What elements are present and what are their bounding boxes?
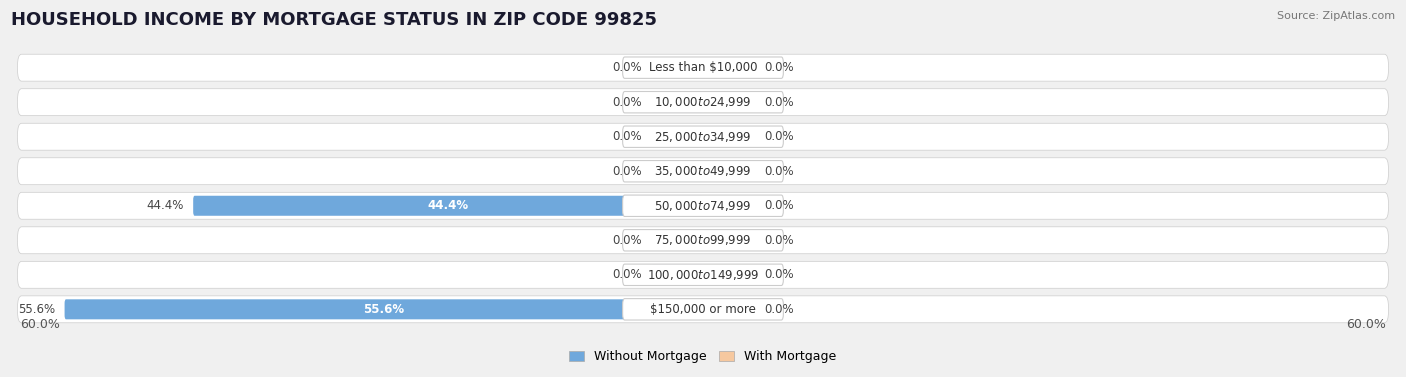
Text: 0.0%: 0.0%	[763, 268, 793, 281]
FancyBboxPatch shape	[703, 230, 755, 250]
Text: 0.0%: 0.0%	[613, 96, 643, 109]
Text: 44.4%: 44.4%	[427, 199, 468, 212]
FancyBboxPatch shape	[703, 299, 755, 319]
Text: Source: ZipAtlas.com: Source: ZipAtlas.com	[1277, 11, 1395, 21]
Text: $100,000 to $149,999: $100,000 to $149,999	[647, 268, 759, 282]
FancyBboxPatch shape	[17, 54, 1389, 81]
FancyBboxPatch shape	[193, 196, 703, 216]
FancyBboxPatch shape	[651, 127, 703, 147]
Text: 0.0%: 0.0%	[613, 130, 643, 143]
Text: 0.0%: 0.0%	[763, 96, 793, 109]
Text: Less than $10,000: Less than $10,000	[648, 61, 758, 74]
FancyBboxPatch shape	[623, 195, 783, 216]
FancyBboxPatch shape	[703, 58, 755, 78]
FancyBboxPatch shape	[623, 126, 783, 147]
FancyBboxPatch shape	[651, 265, 703, 285]
Text: $25,000 to $34,999: $25,000 to $34,999	[654, 130, 752, 144]
Text: 0.0%: 0.0%	[763, 199, 793, 212]
FancyBboxPatch shape	[651, 92, 703, 112]
Text: $50,000 to $74,999: $50,000 to $74,999	[654, 199, 752, 213]
FancyBboxPatch shape	[703, 265, 755, 285]
Text: 60.0%: 60.0%	[20, 318, 59, 331]
FancyBboxPatch shape	[623, 299, 783, 320]
Text: 0.0%: 0.0%	[613, 61, 643, 74]
Text: $150,000 or more: $150,000 or more	[650, 303, 756, 316]
FancyBboxPatch shape	[703, 161, 755, 181]
Text: $10,000 to $24,999: $10,000 to $24,999	[654, 95, 752, 109]
Text: 0.0%: 0.0%	[763, 234, 793, 247]
FancyBboxPatch shape	[17, 158, 1389, 185]
Text: 0.0%: 0.0%	[763, 61, 793, 74]
FancyBboxPatch shape	[17, 261, 1389, 288]
FancyBboxPatch shape	[623, 230, 783, 251]
Text: 55.6%: 55.6%	[18, 303, 55, 316]
Text: 44.4%: 44.4%	[146, 199, 184, 212]
Text: $35,000 to $49,999: $35,000 to $49,999	[654, 164, 752, 178]
FancyBboxPatch shape	[17, 89, 1389, 116]
Text: 0.0%: 0.0%	[613, 234, 643, 247]
FancyBboxPatch shape	[623, 161, 783, 182]
FancyBboxPatch shape	[703, 127, 755, 147]
Text: 0.0%: 0.0%	[763, 303, 793, 316]
FancyBboxPatch shape	[651, 58, 703, 78]
FancyBboxPatch shape	[651, 161, 703, 181]
FancyBboxPatch shape	[17, 296, 1389, 323]
Text: 0.0%: 0.0%	[613, 165, 643, 178]
Text: 60.0%: 60.0%	[1347, 318, 1386, 331]
FancyBboxPatch shape	[651, 230, 703, 250]
Text: 0.0%: 0.0%	[613, 268, 643, 281]
Text: HOUSEHOLD INCOME BY MORTGAGE STATUS IN ZIP CODE 99825: HOUSEHOLD INCOME BY MORTGAGE STATUS IN Z…	[11, 11, 657, 29]
FancyBboxPatch shape	[703, 92, 755, 112]
FancyBboxPatch shape	[17, 123, 1389, 150]
FancyBboxPatch shape	[623, 92, 783, 113]
FancyBboxPatch shape	[17, 227, 1389, 254]
FancyBboxPatch shape	[623, 264, 783, 285]
Legend: Without Mortgage, With Mortgage: Without Mortgage, With Mortgage	[564, 345, 842, 368]
Text: 55.6%: 55.6%	[363, 303, 405, 316]
Text: $75,000 to $99,999: $75,000 to $99,999	[654, 233, 752, 247]
FancyBboxPatch shape	[65, 299, 703, 319]
Text: 0.0%: 0.0%	[763, 130, 793, 143]
FancyBboxPatch shape	[703, 196, 755, 216]
Text: 0.0%: 0.0%	[763, 165, 793, 178]
FancyBboxPatch shape	[623, 57, 783, 78]
FancyBboxPatch shape	[17, 192, 1389, 219]
